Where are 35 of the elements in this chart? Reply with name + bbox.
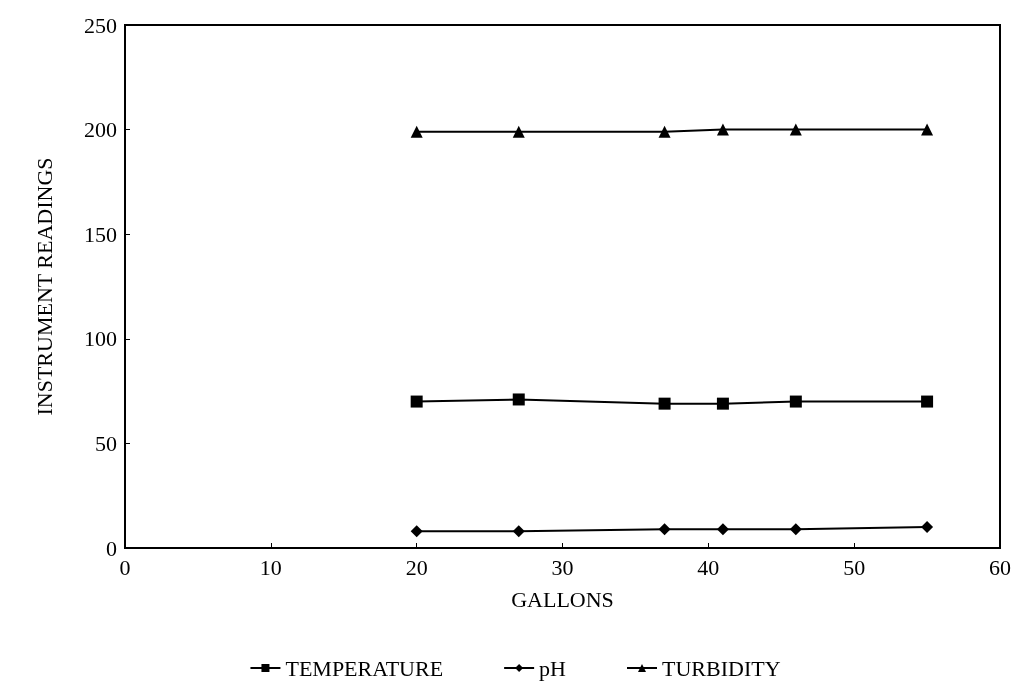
point bbox=[410, 125, 423, 138]
x-tick-label: 40 bbox=[697, 554, 720, 580]
legend-label: TEMPERATURE bbox=[285, 655, 444, 681]
point bbox=[658, 523, 671, 536]
x-tick-label: 30 bbox=[551, 554, 574, 580]
y-tick-label: 200 bbox=[84, 117, 117, 143]
point bbox=[512, 525, 525, 538]
point bbox=[512, 393, 525, 406]
x-tick-label: 20 bbox=[405, 554, 428, 580]
point bbox=[658, 397, 671, 410]
point bbox=[921, 395, 934, 408]
x-tick-label: 50 bbox=[843, 554, 866, 580]
point bbox=[921, 521, 934, 534]
x-axis-title: GALLONS bbox=[511, 586, 614, 612]
point bbox=[789, 395, 802, 408]
point bbox=[410, 395, 423, 408]
point bbox=[789, 523, 802, 536]
y-tick-label: 50 bbox=[95, 430, 117, 456]
legend-label: pH bbox=[539, 655, 567, 681]
point bbox=[716, 523, 729, 536]
point bbox=[716, 397, 729, 410]
y-axis-title: INSTRUMENT READINGS bbox=[31, 157, 57, 416]
point bbox=[658, 125, 671, 138]
point bbox=[921, 123, 934, 136]
x-tick-label: 60 bbox=[989, 554, 1011, 580]
legend-label: TURBIDITY bbox=[662, 655, 781, 681]
point bbox=[410, 525, 423, 538]
y-tick-label: 150 bbox=[84, 221, 117, 247]
point bbox=[512, 125, 525, 138]
y-tick-label: 0 bbox=[106, 535, 117, 561]
point bbox=[716, 123, 729, 136]
point bbox=[789, 123, 802, 136]
x-tick-label: 10 bbox=[259, 554, 282, 580]
y-tick-label: 100 bbox=[84, 326, 117, 352]
y-tick-label: 250 bbox=[84, 12, 117, 38]
